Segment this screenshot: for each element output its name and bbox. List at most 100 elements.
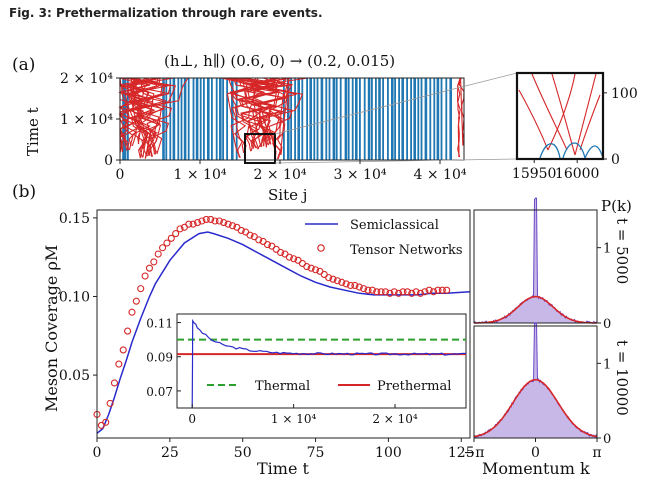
panel-a-label: (a): [12, 55, 35, 75]
distribution-ytick-label: 1: [603, 242, 611, 257]
rare-event-trace: [128, 77, 177, 157]
panel-b-inset-legend: Thermal Prethermal: [207, 379, 451, 394]
ytick-label: 1 × 10⁴: [60, 112, 113, 128]
panel-b-ticks: 0 25 50 75 100 125 0.05 0.10 0.15: [59, 211, 475, 461]
rare-event-trace: [129, 77, 149, 145]
tensor-network-point: [386, 289, 394, 297]
site-bar: [328, 78, 331, 160]
site-bar: [359, 78, 361, 160]
site-bar: [124, 78, 127, 160]
inset-red-trace-1: [531, 73, 568, 151]
xtick-label: 50: [234, 445, 252, 461]
inset-ytick-label: 0: [611, 152, 620, 168]
tensor-network-point: [403, 288, 411, 296]
tensor-network-point: [290, 255, 298, 263]
panel-a-xlabel: Site j: [268, 186, 307, 204]
site-bar: [378, 78, 381, 160]
panel-a-ylabel: Time t: [24, 107, 42, 156]
distribution-ylabel: P(k): [601, 197, 632, 215]
panel-b-frame: [96, 209, 471, 439]
tensor-network-point: [145, 264, 154, 272]
xtick-label: 0: [93, 445, 102, 461]
inset-red-trace-6: [518, 89, 549, 151]
site-bar: [203, 78, 205, 160]
site-bar: [363, 78, 366, 160]
ytick-label: 0.15: [59, 211, 90, 227]
tensor-network-point: [377, 288, 385, 296]
site-bar: [290, 78, 292, 160]
panel-a-yticks: 0 1 × 10⁴ 2 × 10⁴: [60, 71, 120, 169]
distribution-ytick-label: 0: [603, 317, 611, 332]
distribution-xtick-label: 0: [531, 445, 540, 461]
site-bar: [320, 78, 324, 160]
site-bar: [382, 78, 384, 160]
tensor-network-point: [342, 280, 350, 288]
rare-event-trace: [232, 77, 279, 150]
panel-a-title: (h⊥, h∥) (0.6, 0) → (0.2, 0.015): [164, 52, 395, 70]
tensor-network-point: [215, 217, 223, 225]
tensor-network-point: [224, 220, 232, 228]
tensor-network-point: [430, 288, 438, 296]
tensor-network-point: [185, 220, 193, 228]
tensor-network-point: [110, 379, 119, 387]
site-bar: [211, 78, 213, 160]
tensor-network-point: [193, 219, 202, 227]
tensor-network-point: [150, 258, 158, 266]
distribution-ytick-label: 0: [603, 432, 611, 447]
panel-a-zoom-box: [244, 133, 276, 164]
tensor-network-point: [373, 288, 381, 296]
tensor-network-point: [115, 360, 123, 368]
rare-event-trace: [139, 77, 189, 154]
tensor-network-point: [303, 263, 311, 271]
tensor-network-point: [167, 234, 175, 242]
tensor-network-point: [228, 222, 237, 230]
tensor-network-point: [124, 327, 132, 335]
site-bar: [162, 78, 165, 160]
inset-xtick-label: 16000: [555, 166, 600, 182]
tensor-network-point: [141, 272, 149, 280]
tensor-network-point: [119, 346, 127, 354]
site-bar: [429, 78, 432, 160]
site-bar: [301, 78, 304, 160]
distribution-xlabel: Momentum k: [482, 459, 590, 478]
tensor-network-point: [360, 285, 368, 293]
tensor-network-point: [425, 286, 433, 294]
panel-a-inset-frame: [515, 71, 605, 161]
site-bar: [306, 78, 308, 160]
rare-event-trace: [132, 77, 161, 159]
tensor-network-point: [159, 244, 167, 252]
figure-caption: Fig. 3: Prethermalization through rare e…: [9, 6, 323, 20]
tensor-network-point: [381, 288, 390, 296]
tensor-network-point: [333, 277, 341, 285]
site-bar: [192, 78, 195, 160]
site-bar: [367, 78, 371, 160]
site-bar: [410, 78, 412, 160]
rare-event-trace: [132, 77, 171, 157]
inset-red-trace-4: [574, 73, 597, 156]
rare-event-trace: [119, 77, 147, 151]
legend-semiclassical: Semiclassical: [350, 218, 439, 233]
tensor-network-point: [246, 231, 254, 239]
site-bar: [445, 78, 448, 160]
site-bar: [339, 78, 342, 160]
site-bar: [436, 78, 440, 160]
momentum-distribution-fit: [474, 295, 597, 324]
site-bar: [313, 78, 316, 160]
panel-b-inset-frame: [176, 313, 467, 409]
panel-b-label: (b): [12, 182, 36, 202]
rare-event-trace: [227, 77, 277, 150]
inset-ytick-label: 0.11: [146, 317, 173, 331]
site-bar: [219, 78, 222, 160]
tensor-network-point: [434, 286, 442, 294]
site-bar: [309, 78, 312, 160]
inset-xtick-label: 0: [188, 412, 196, 426]
site-bar: [440, 78, 443, 160]
momentum-distribution-fit: [473, 379, 598, 438]
inset-xtick-label: 15950: [512, 166, 557, 182]
legend-tensor-networks: Tensor Networks: [350, 243, 463, 258]
site-bar: [226, 78, 228, 160]
rare-event-trace: [129, 77, 174, 156]
tensor-network-point: [338, 278, 346, 286]
